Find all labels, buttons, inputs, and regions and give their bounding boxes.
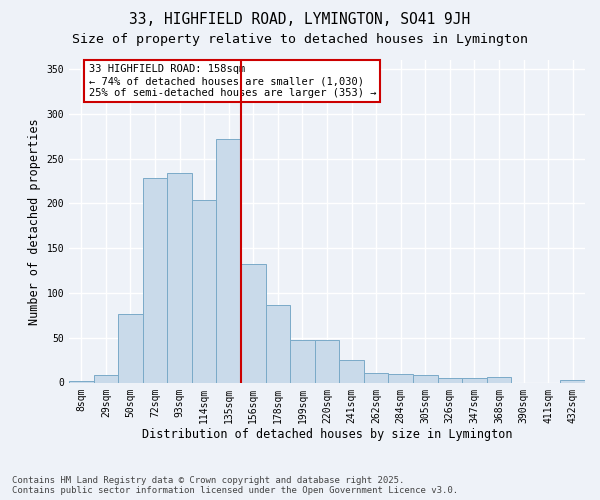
Bar [94, 376, 118, 382]
Bar [339, 360, 364, 382]
Bar [290, 340, 315, 382]
Bar [315, 340, 339, 382]
Y-axis label: Number of detached properties: Number of detached properties [28, 118, 41, 324]
Bar [560, 380, 585, 382]
Text: Contains HM Land Registry data © Crown copyright and database right 2025.
Contai: Contains HM Land Registry data © Crown c… [12, 476, 458, 495]
Bar [487, 377, 511, 382]
Bar [241, 264, 266, 382]
Bar [364, 372, 388, 382]
Bar [413, 376, 437, 382]
Bar [437, 378, 462, 382]
Bar [462, 378, 487, 382]
Bar [192, 200, 217, 382]
Bar [167, 173, 192, 382]
Text: Size of property relative to detached houses in Lymington: Size of property relative to detached ho… [72, 32, 528, 46]
X-axis label: Distribution of detached houses by size in Lymington: Distribution of detached houses by size … [142, 428, 512, 441]
Bar [266, 304, 290, 382]
Bar [217, 139, 241, 382]
Bar [143, 178, 167, 382]
Bar [69, 380, 94, 382]
Bar [388, 374, 413, 382]
Text: 33 HIGHFIELD ROAD: 158sqm
← 74% of detached houses are smaller (1,030)
25% of se: 33 HIGHFIELD ROAD: 158sqm ← 74% of detac… [89, 64, 376, 98]
Text: 33, HIGHFIELD ROAD, LYMINGTON, SO41 9JH: 33, HIGHFIELD ROAD, LYMINGTON, SO41 9JH [130, 12, 470, 28]
Bar [118, 314, 143, 382]
